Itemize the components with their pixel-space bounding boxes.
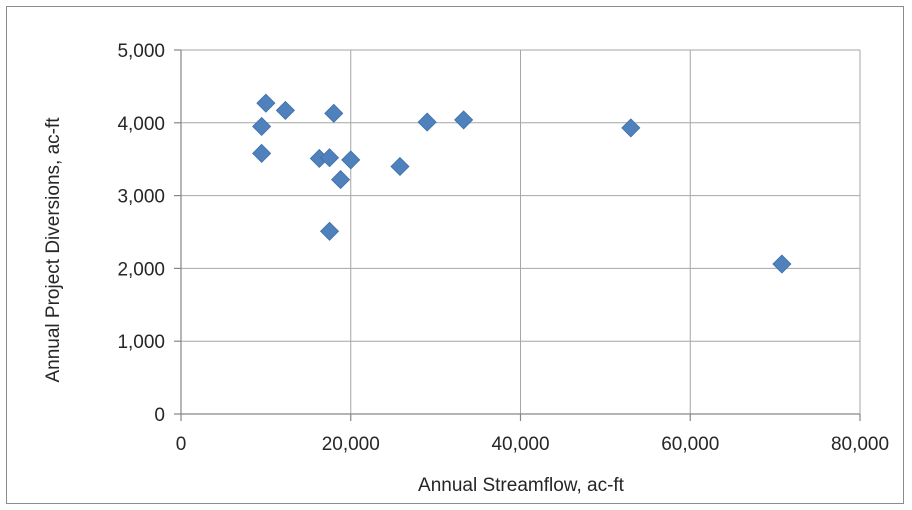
tick-labels: 0 1,000 2,000 3,000 4,000 5,000 0 20,000 40,000 6… [117,41,889,455]
data-point-14 [772,254,792,274]
data-point-13 [621,118,641,138]
y-tick-label-5: 5,000 [117,41,165,62]
data-point-9 [341,150,361,170]
data-point-12 [454,110,474,130]
data-points [252,93,792,274]
y-tick-label-1: 1,000 [117,332,165,353]
data-point-6 [319,221,340,241]
x-axis-title: Annual Streamflow, ac-ft [418,475,625,496]
x-tick-label-2: 40,000 [491,434,549,455]
axes [174,49,861,421]
y-tick-label-2: 2,000 [117,259,165,280]
y-axis-title: Annual Project Diversions, ac-ft [43,117,64,383]
grid-lines [181,49,861,414]
y-tick-label-3: 3,000 [117,187,165,208]
x-tick-label-3: 60,000 [661,434,719,455]
data-point-0 [252,116,272,137]
y-tick-label-0: 0 [154,405,165,426]
data-point-8 [330,170,351,190]
data-point-11 [417,112,437,132]
data-point-5 [319,148,340,168]
data-point-10 [390,156,410,177]
data-point-3 [275,100,295,120]
x-tick-label-4: 80,000 [831,434,889,455]
data-point-7 [324,103,344,123]
y-tick-label-4: 4,000 [117,114,165,135]
x-tick-label-1: 20,000 [322,434,380,455]
data-point-1 [252,143,272,163]
x-tick-label-0: 0 [176,434,187,455]
data-point-2 [256,93,276,113]
chart-frame [6,6,904,504]
